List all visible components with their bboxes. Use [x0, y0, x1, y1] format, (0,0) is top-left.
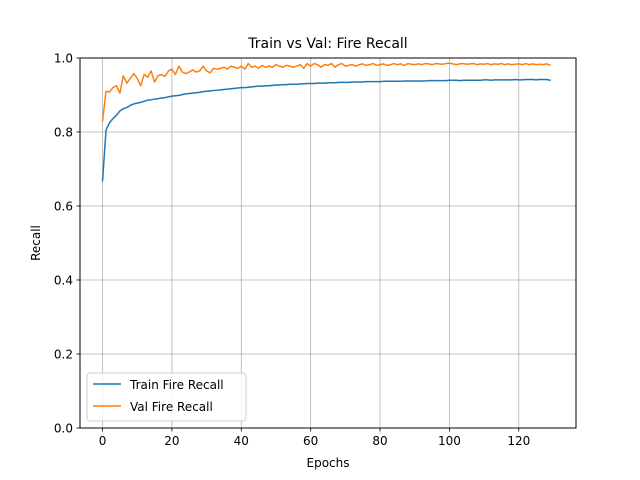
x-tick-label: 0	[99, 434, 107, 448]
legend: Train Fire Recall Val Fire Recall	[87, 373, 246, 421]
x-tick-label: 80	[372, 434, 387, 448]
x-tick-label: 20	[164, 434, 179, 448]
y-tick-label: 0.4	[54, 274, 73, 288]
x-tick-label: 120	[507, 434, 530, 448]
chart-title: Train vs Val: Fire Recall	[247, 36, 407, 52]
x-tick-label: 40	[234, 434, 249, 448]
x-axis-label: Epochs	[307, 456, 350, 470]
legend-label-train: Train Fire Recall	[129, 378, 224, 392]
y-tick-label: 0.2	[54, 348, 73, 362]
y-tick-label: 1.0	[54, 52, 73, 66]
x-tick-label: 60	[303, 434, 318, 448]
x-tick-label: 100	[438, 434, 461, 448]
y-tick-label: 0.6	[54, 200, 73, 214]
y-tick-label: 0.0	[54, 422, 73, 436]
legend-label-val: Val Fire Recall	[130, 400, 213, 414]
y-tick-label: 0.8	[54, 126, 73, 140]
y-axis-label: Recall	[29, 225, 43, 261]
